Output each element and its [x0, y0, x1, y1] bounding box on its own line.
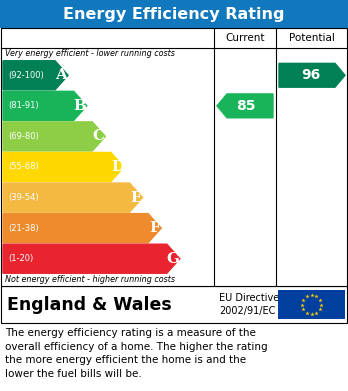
Text: EU Directive
2002/91/EC: EU Directive 2002/91/EC — [219, 293, 279, 316]
Text: Potential: Potential — [289, 33, 335, 43]
Text: The energy efficiency rating is a measure of the
overall efficiency of a home. T: The energy efficiency rating is a measur… — [5, 328, 268, 379]
Text: 85: 85 — [236, 99, 256, 113]
Bar — [1, 286, 347, 323]
Polygon shape — [3, 152, 124, 181]
Text: B: B — [74, 99, 87, 113]
Text: (69-80): (69-80) — [8, 132, 39, 141]
Text: F: F — [149, 221, 160, 235]
Bar — [0, 0, 348, 28]
Text: (21-38): (21-38) — [8, 224, 39, 233]
Text: (39-54): (39-54) — [8, 193, 39, 202]
Polygon shape — [3, 61, 68, 90]
Polygon shape — [279, 63, 345, 87]
Polygon shape — [3, 122, 105, 151]
Polygon shape — [3, 213, 161, 243]
Text: (1-20): (1-20) — [8, 254, 33, 263]
Polygon shape — [3, 244, 180, 273]
Polygon shape — [217, 94, 273, 118]
Text: (55-68): (55-68) — [8, 163, 39, 172]
Text: (92-100): (92-100) — [8, 71, 44, 80]
Text: A: A — [56, 68, 68, 82]
Text: C: C — [93, 129, 105, 143]
Text: (81-91): (81-91) — [8, 101, 39, 110]
Text: E: E — [130, 190, 142, 204]
Text: Very energy efficient - lower running costs: Very energy efficient - lower running co… — [5, 50, 175, 59]
Text: Current: Current — [225, 33, 265, 43]
Polygon shape — [3, 91, 87, 120]
Text: G: G — [167, 252, 180, 266]
Text: D: D — [111, 160, 124, 174]
Text: 96: 96 — [301, 68, 321, 82]
Bar — [1, 28, 347, 286]
Text: Not energy efficient - higher running costs: Not energy efficient - higher running co… — [5, 276, 175, 285]
Polygon shape — [3, 183, 143, 212]
Bar — [278, 290, 345, 319]
Text: Energy Efficiency Rating: Energy Efficiency Rating — [63, 7, 285, 22]
Text: England & Wales: England & Wales — [7, 296, 172, 314]
